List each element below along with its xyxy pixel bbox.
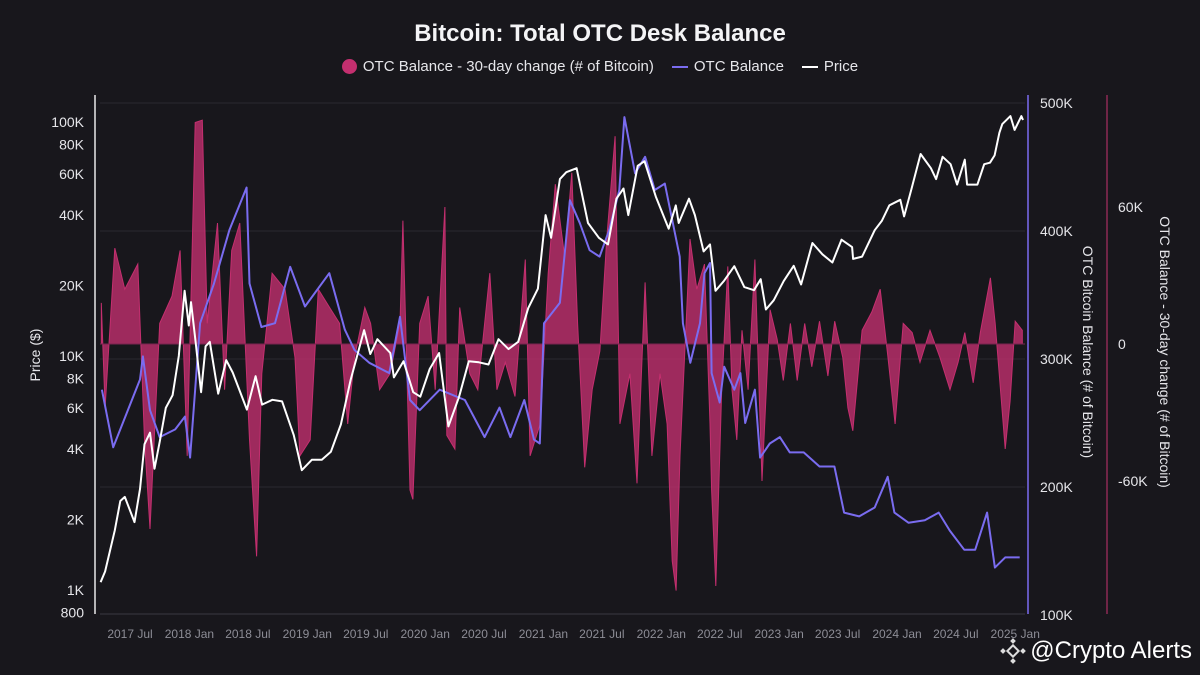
balance-tick-label: 300K: [1040, 351, 1073, 367]
watermark: @Crypto Alerts: [1000, 637, 1192, 665]
x-tick-label: 2022 Jul: [697, 627, 742, 641]
price-tick-label: 100K: [51, 114, 84, 130]
legend-swatch-change-icon: [341, 59, 357, 74]
legend: OTC Balance - 30-day change (# of Bitcoi…: [0, 58, 1200, 75]
x-tick-label: 2017 Jul: [107, 627, 152, 641]
change-tick-label: 60K: [1118, 199, 1144, 215]
x-tick-label: 2025 Jan: [991, 627, 1040, 641]
x-tick-label: 2020 Jul: [461, 627, 506, 641]
x-tick-label: 2022 Jan: [637, 627, 686, 641]
x-tick-label: 2023 Jul: [815, 627, 860, 641]
x-tick-label: 2020 Jan: [400, 627, 449, 641]
price-tick-label: 40K: [59, 207, 85, 223]
change-axis-title: OTC Balance - 30-day change (# of Bitcoi…: [1157, 216, 1173, 488]
legend-item-change[interactable]: OTC Balance - 30-day change (# of Bitcoi…: [341, 58, 654, 75]
legend-item-price[interactable]: Price: [801, 58, 859, 75]
x-tick-label: 2018 Jul: [225, 627, 270, 641]
binance-diamond-icon: [1000, 638, 1027, 664]
balance-tick-label: 500K: [1040, 95, 1073, 111]
x-tick-label: 2019 Jan: [283, 627, 332, 641]
legend-item-balance[interactable]: OTC Balance: [671, 58, 784, 75]
price-tick-label: 20K: [59, 278, 85, 294]
x-tick-label: 2018 Jan: [165, 627, 214, 641]
price-tick-label: 800: [61, 605, 85, 621]
legend-label-price: Price: [823, 58, 859, 75]
balance-tick-label: 200K: [1040, 479, 1073, 495]
price-tick-label: 60K: [59, 166, 85, 182]
price-tick-label: 10K: [59, 348, 85, 364]
price-tick-label: 2K: [67, 512, 85, 528]
legend-swatch-price-icon: [801, 65, 818, 68]
price-line: [99, 115, 1024, 583]
price-tick-label: 8K: [67, 371, 85, 387]
legend-label-change: OTC Balance - 30-day change (# of Bitcoi…: [362, 58, 654, 75]
x-tick-label: 2021 Jan: [519, 627, 568, 641]
change-tick-label: 0: [1118, 336, 1126, 352]
chart-title: Bitcoin: Total OTC Desk Balance: [414, 20, 786, 47]
price-tick-label: 1K: [67, 582, 85, 598]
change-tick-label: -60K: [1118, 473, 1148, 489]
balance-axis-title: OTC Bitcoin Balance (# of Bitcoin): [1080, 246, 1096, 458]
change-area: [100, 119, 1023, 591]
price-tick-label: 80K: [59, 137, 85, 153]
x-tick-label: 2023 Jan: [754, 627, 803, 641]
price-axis-title: Price ($): [27, 329, 43, 382]
price-tick-label: 4K: [67, 441, 85, 457]
watermark-text: @Crypto Alerts: [1030, 637, 1192, 664]
x-tick-label: 2021 Jul: [579, 627, 624, 641]
balance-tick-label: 400K: [1040, 223, 1073, 239]
balance-tick-label: 100K: [1040, 607, 1073, 623]
x-tick-label: 2019 Jul: [343, 627, 388, 641]
x-tick-label: 2024 Jul: [933, 627, 978, 641]
legend-swatch-balance-icon: [671, 65, 688, 68]
price-tick-label: 6K: [67, 400, 85, 416]
legend-label-balance: OTC Balance: [693, 58, 784, 75]
x-tick-label: 2024 Jan: [872, 627, 921, 641]
